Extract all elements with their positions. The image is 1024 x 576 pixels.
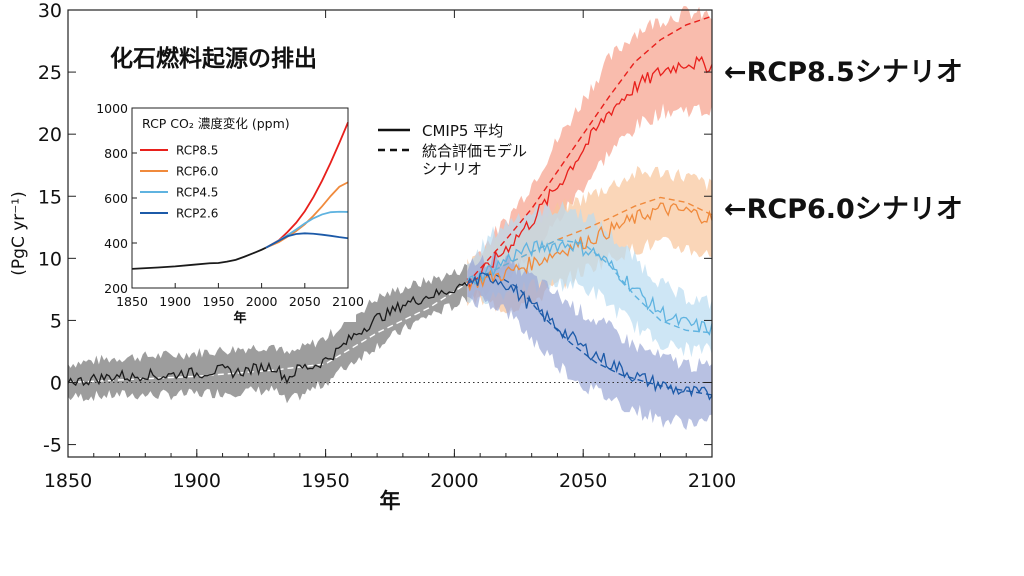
x-tick-label: 1850 (44, 470, 92, 492)
rcp60-scenario-label: ←RCP6.0シナリオ (724, 194, 963, 225)
ipcc-line-historical (67, 282, 468, 384)
x-tick-label: 1900 (173, 470, 221, 492)
legend-dashed-label: シナリオ (422, 160, 482, 178)
y-tick-label: 20 (38, 124, 62, 146)
inset-x-tick-label: 1850 (116, 294, 148, 309)
inset-legend-label-rcp60: RCP6.0 (176, 165, 218, 179)
inset-y-tick-label: 1000 (96, 101, 128, 116)
rcp85-scenario-label: ←RCP8.5シナリオ (724, 57, 963, 88)
y-tick-label: 30 (38, 0, 62, 22)
y-tick-label: 10 (38, 248, 62, 270)
ipcc-line-rcp45 (466, 238, 713, 334)
y-tick-label: 25 (38, 62, 62, 84)
inset-line-rcp85 (265, 122, 349, 249)
mean-line-historical (67, 281, 468, 387)
x-axis-label: 年 (380, 489, 401, 513)
main-title: 化石燃料起源の排出 (110, 45, 317, 72)
inset-x-tick-label: 2100 (332, 294, 364, 309)
y-tick-label: 15 (38, 186, 62, 208)
ipcc-line-rcp26 (467, 272, 713, 396)
inset-legend-label-rcp26: RCP2.6 (176, 207, 218, 221)
x-tick-label: 2100 (688, 470, 736, 492)
legend-solid-label: CMIP5 平均 (422, 122, 503, 140)
inset-title: RCP CO₂ 濃度変化 (ppm) (142, 116, 290, 131)
mean-line-rcp60 (466, 202, 713, 292)
ipcc-line-rcp60 (466, 196, 713, 284)
inset-x-tick-label: 2050 (289, 294, 321, 309)
band-rcp26 (467, 251, 712, 431)
main-emissions-chart: 1850 1900 1950 2000 2050 2100 -5 0 5 10 15 20 25 30 年 (… (9, 0, 736, 513)
mean-line-rcp45 (466, 238, 713, 336)
inset-y-tick-label: 200 (104, 281, 128, 296)
inset-background (94, 100, 356, 322)
inset-legend-label-rcp45: RCP4.5 (176, 186, 218, 200)
co2-concentration-inset: 1850 1900 1950 2000 2050 2100 200 400 600 800 1000… (94, 100, 364, 326)
inset-y-tick-label: 800 (104, 146, 128, 161)
x-tick-label: 2000 (430, 470, 478, 492)
inset-x-tick-label: 2000 (246, 294, 278, 309)
legend-dashed-label: 統合評価モデル (422, 142, 527, 160)
inset-y-tick-label: 600 (104, 191, 128, 206)
inset-legend-label-rcp85: RCP8.5 (176, 144, 218, 158)
x-tick-label: 1950 (301, 470, 349, 492)
y-axis-label: (PgC yr⁻¹) (9, 191, 29, 275)
inset-x-axis-label: 年 (233, 310, 246, 326)
x-tick-label: 2050 (559, 470, 607, 492)
mean-line-rcp26 (466, 272, 713, 401)
inset-x-tick-label: 1900 (159, 294, 191, 309)
band-historical (68, 263, 468, 404)
y-tick-label: 0 (50, 373, 62, 395)
inset-x-tick-label: 1950 (202, 294, 234, 309)
mean-line-rcp85 (466, 55, 713, 289)
y-tick-label: -5 (43, 435, 62, 457)
band-rcp45 (467, 201, 712, 358)
inset-line-historical (131, 246, 267, 270)
inset-line-rcp26 (265, 232, 349, 249)
main-frame (67, 9, 713, 458)
inset-y-tick-label: 400 (104, 236, 128, 251)
y-tick-label: 5 (50, 310, 62, 332)
ipcc-line-rcp85 (466, 15, 713, 284)
